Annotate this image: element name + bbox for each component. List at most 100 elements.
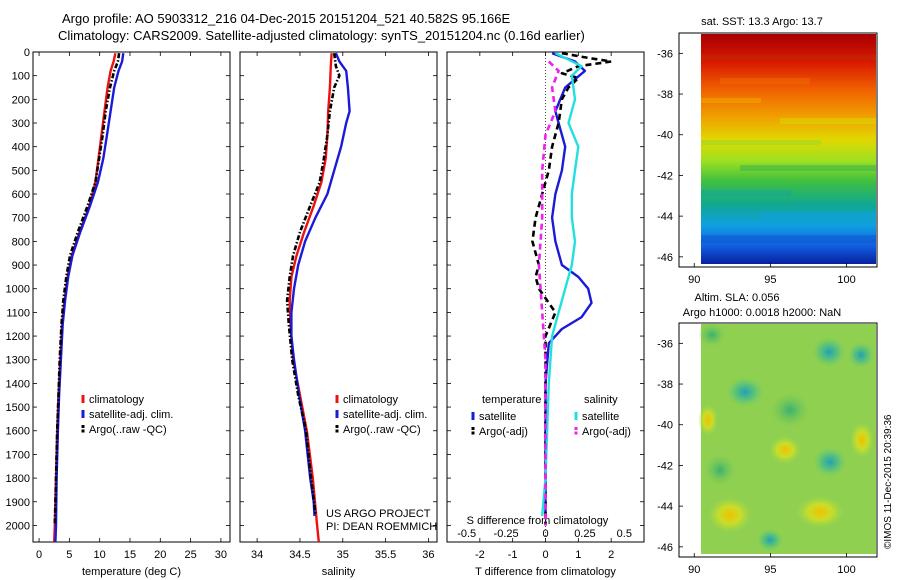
x-tick-label: -2: [475, 549, 485, 561]
map-latitude-tick-label: -40: [657, 130, 673, 142]
depth-tick-label: 100: [12, 71, 30, 83]
s-diff-axis-label: S difference from climatology: [467, 515, 609, 527]
depth-tick-label: 1800: [6, 473, 30, 485]
project-annotation-line1: US ARGO PROJECT: [326, 508, 431, 520]
map-latitude-tick-label: -42: [657, 170, 673, 182]
temperature-profile-plot: 0 100 200 300 400 500 600 700 800 900 1000 1100 1200…: [6, 47, 231, 578]
difference-series-salinity_argo: [537, 60, 560, 526]
x-tick-label: 0: [542, 549, 548, 561]
sst-map-axes: 90 95 100 -36 -38 -40 -42 -44 -46: [657, 48, 856, 286]
x-tick-label: 20: [154, 549, 166, 561]
salinity-x-axis-label: salinity: [322, 566, 356, 578]
depth-tick-label: 200: [12, 94, 30, 106]
legend-label-argo: Argo(-adj): [479, 426, 528, 438]
sla-map-title-line1: Altim. SLA: 0.056: [695, 292, 780, 304]
salinity-series-argo: [285, 53, 341, 514]
difference-series-salinity_sat: [541, 52, 583, 517]
map-latitude-tick-label: -46: [657, 252, 673, 264]
difference-profile-plot: -2 -1 0 1 2 T difference from climatology -0.5…: [446, 51, 645, 578]
depth-tick-label: 700: [12, 213, 30, 225]
legend-label-satellite: satellite: [479, 411, 516, 423]
x-tick-label: 10: [94, 549, 106, 561]
salinity-series-climatology: [288, 53, 333, 542]
map-latitude-tick-label: -38: [657, 379, 673, 391]
map-latitude-tick-label: -38: [657, 89, 673, 101]
depth-tick-label: 1900: [6, 497, 30, 509]
x-tick-label: -1: [508, 549, 518, 561]
map-longitude-tick-label: 90: [688, 274, 700, 286]
temperature-plot-frame: [32, 51, 231, 543]
salinity-profile-plot: 34 34.5 35 35.5 36 salinity climatology satelli…: [239, 51, 438, 578]
x-tick-label: 15: [124, 549, 136, 561]
sla-map-title-line2: Argo h1000: 0.0018 h2000: NaN: [683, 307, 841, 319]
s-diff-tick-label: 0: [542, 528, 548, 540]
depth-tick-label: 1700: [6, 449, 30, 461]
project-annotation-line2: PI: DEAN ROEMMICH: [326, 521, 437, 533]
legend-label-salinity_sat: satellite: [582, 411, 619, 423]
map-longitude-tick-label: 95: [764, 274, 776, 286]
x-tick-label: 1: [575, 549, 581, 561]
x-tick-label: 5: [66, 549, 72, 561]
figure-title-line2: Climatology: CARS2009. Satellite-adjuste…: [58, 28, 585, 43]
sla-map: Altim. SLA: 0.056 Argo h1000: 0.0018 h20…: [657, 292, 878, 576]
depth-tick-label: 1100: [6, 307, 30, 319]
temperature-x-axis-label: temperature (deg C): [82, 566, 181, 578]
depth-tick-label: 1600: [6, 426, 30, 438]
depth-tick-label: 1200: [6, 331, 30, 343]
legend-label-argo: Argo(..raw -QC): [343, 424, 421, 436]
salinity-plot-frame: [239, 51, 438, 543]
depth-tick-label: 900: [12, 260, 30, 272]
map-latitude-tick-label: -36: [657, 338, 673, 350]
s-diff-tick-label: -0.5: [457, 528, 476, 540]
depth-tick-label: 400: [12, 142, 30, 154]
difference-x-axis-label: T difference from climatology: [475, 566, 616, 578]
depth-tick-label: 300: [12, 118, 30, 130]
map-latitude-tick-label: -44: [657, 211, 673, 223]
legend-label-climatology: climatology: [89, 394, 145, 406]
sst-map-texture: [701, 55, 876, 243]
map-longitude-tick-label: 100: [837, 564, 855, 576]
sst-map: sat. SST: 13.3 Argo: 13.7 90 95 100 -36 -38 -…: [657, 16, 878, 286]
difference-series-satellite: [544, 52, 593, 516]
sla-map-texture: [698, 323, 875, 552]
legend-label-satellite: satellite-adj. clim.: [89, 409, 173, 421]
imos-watermark: ©IMOS 11-Dec-2015 20:39:36: [883, 414, 894, 549]
x-tick-label: 25: [184, 549, 196, 561]
x-tick-label: 36: [422, 549, 434, 561]
map-latitude-tick-label: -46: [657, 542, 673, 554]
x-tick-label: 34: [251, 549, 263, 561]
depth-tick-label: 800: [12, 236, 30, 248]
depth-tick-label: 1000: [6, 284, 30, 296]
depth-tick-label: 500: [12, 165, 30, 177]
depth-tick-label: 2000: [6, 520, 30, 532]
map-longitude-tick-label: 100: [837, 274, 855, 286]
legend-label-climatology: climatology: [343, 394, 399, 406]
legend-header-salinity: salinity: [584, 394, 618, 406]
x-tick-label: 34.5: [289, 549, 310, 561]
sst-map-field: [701, 34, 876, 264]
s-diff-tick-label: -0.25: [494, 528, 519, 540]
legend-label-satellite: satellite-adj. clim.: [343, 409, 427, 421]
map-latitude-tick-label: -36: [657, 48, 673, 60]
x-tick-label: 35.5: [375, 549, 396, 561]
legend-label-salinity_argo: Argo(-adj): [582, 426, 631, 438]
depth-tick-label: 1400: [6, 378, 30, 390]
x-tick-label: 35: [337, 549, 349, 561]
depth-tick-label: 600: [12, 189, 30, 201]
sst-map-title: sat. SST: 13.3 Argo: 13.7: [701, 16, 823, 28]
figure-title-line1: Argo profile: AO 5903312_216 04-Dec-2015…: [62, 11, 510, 26]
depth-tick-label: 0: [24, 47, 30, 59]
depth-tick-label: 1300: [6, 355, 30, 367]
map-longitude-tick-label: 90: [688, 564, 700, 576]
map-latitude-tick-label: -40: [657, 420, 673, 432]
x-tick-label: 30: [215, 549, 227, 561]
map-latitude-tick-label: -44: [657, 501, 673, 513]
x-tick-label: 2: [608, 549, 614, 561]
map-latitude-tick-label: -42: [657, 460, 673, 472]
s-diff-tick-label: 0.5: [617, 528, 632, 540]
legend-header-temperature: temperature: [482, 394, 541, 406]
map-longitude-tick-label: 95: [764, 564, 776, 576]
depth-tick-label: 1500: [6, 402, 30, 414]
temperature-series-argo: [53, 53, 121, 526]
